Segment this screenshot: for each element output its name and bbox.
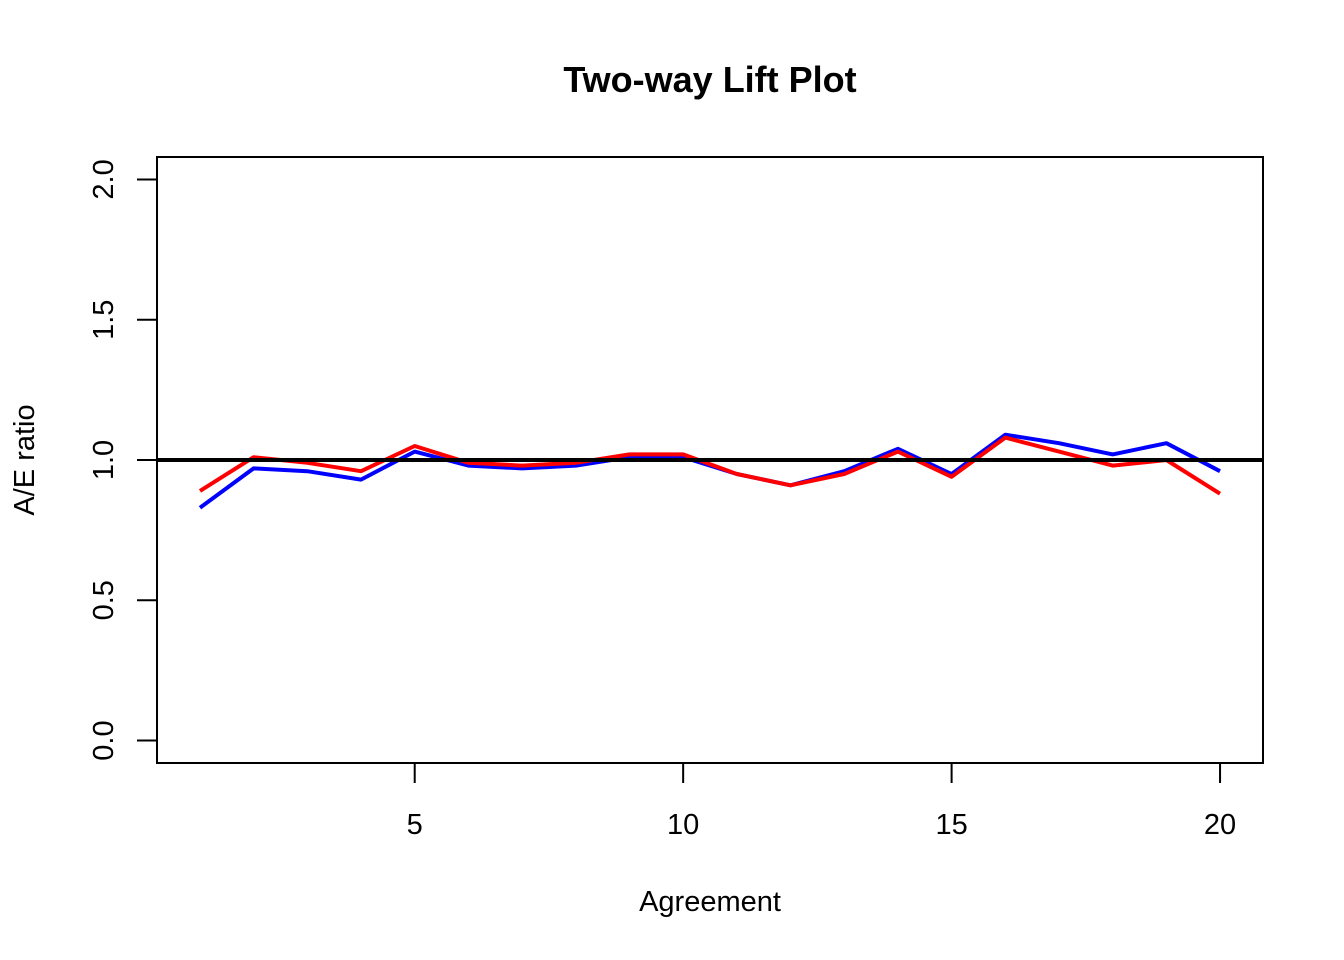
chart-title: Two-way Lift Plot: [563, 59, 856, 100]
plot-frame: [156, 156, 1264, 764]
x-tick-label: 5: [407, 809, 423, 841]
x-tick-label: 15: [935, 809, 967, 841]
y-axis: 0.0 0.5 1.0 1.5 2.0: [88, 159, 158, 761]
series-line-2: [198, 435, 1222, 496]
y-tick-label: 1.0: [88, 440, 120, 480]
y-tick-label: 1.5: [88, 300, 120, 340]
x-axis: 5 10 15 20: [407, 762, 1236, 841]
y-tick-label: 0.0: [88, 720, 120, 760]
x-axis-label: Agreement: [639, 886, 781, 918]
y-axis-label: A/E ratio: [9, 404, 41, 515]
y-tick-label: 0.5: [88, 580, 120, 620]
x-tick-label: 10: [667, 809, 699, 841]
x-tick-label: 20: [1204, 809, 1236, 841]
plot-lines: [157, 432, 1263, 510]
y-tick-label: 2.0: [88, 159, 120, 199]
